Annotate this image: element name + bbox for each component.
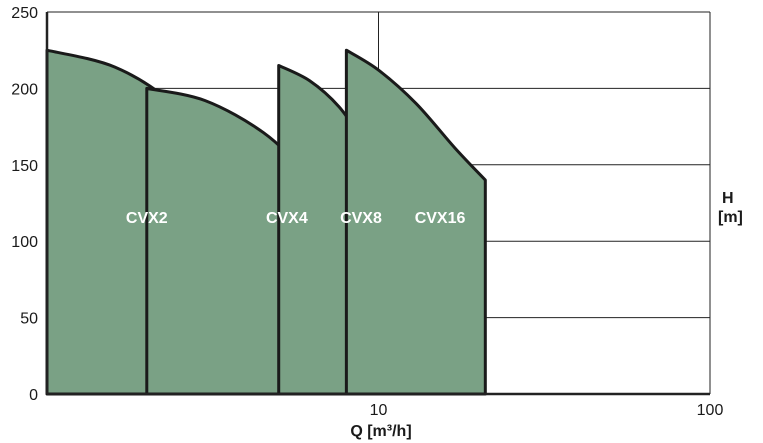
region-label-cvx8: CVX8 (340, 210, 382, 227)
tick-labels: 0 50 100 150 200 250 10 100 (11, 5, 723, 419)
region-label-cvx4: CVX4 (266, 210, 308, 227)
y-tick-label: 50 (20, 311, 38, 328)
x-tick-label: 10 (370, 402, 388, 419)
pump-regions (45, 48, 487, 396)
y-tick-label: 100 (11, 234, 38, 251)
y-tick-label: 0 (29, 387, 38, 404)
y-axis-title-line2: [m] (718, 209, 743, 226)
plot-frame (45, 11, 711, 396)
y-tick-label: 250 (11, 5, 38, 22)
region-label-cvx2: CVX2 (126, 210, 168, 227)
x-axis-title: Q [m³/h] (350, 423, 411, 440)
y-axis-title-line1: H (722, 190, 734, 207)
x-tick-label: 100 (697, 402, 724, 419)
region-label-cvx16: CVX16 (415, 210, 466, 227)
region-labels: CVX2 CVX4 CVX8 CVX16 (126, 210, 466, 227)
y-tick-label: 200 (11, 81, 38, 98)
region-cvx16 (344, 48, 487, 396)
y-tick-label: 150 (11, 158, 38, 175)
